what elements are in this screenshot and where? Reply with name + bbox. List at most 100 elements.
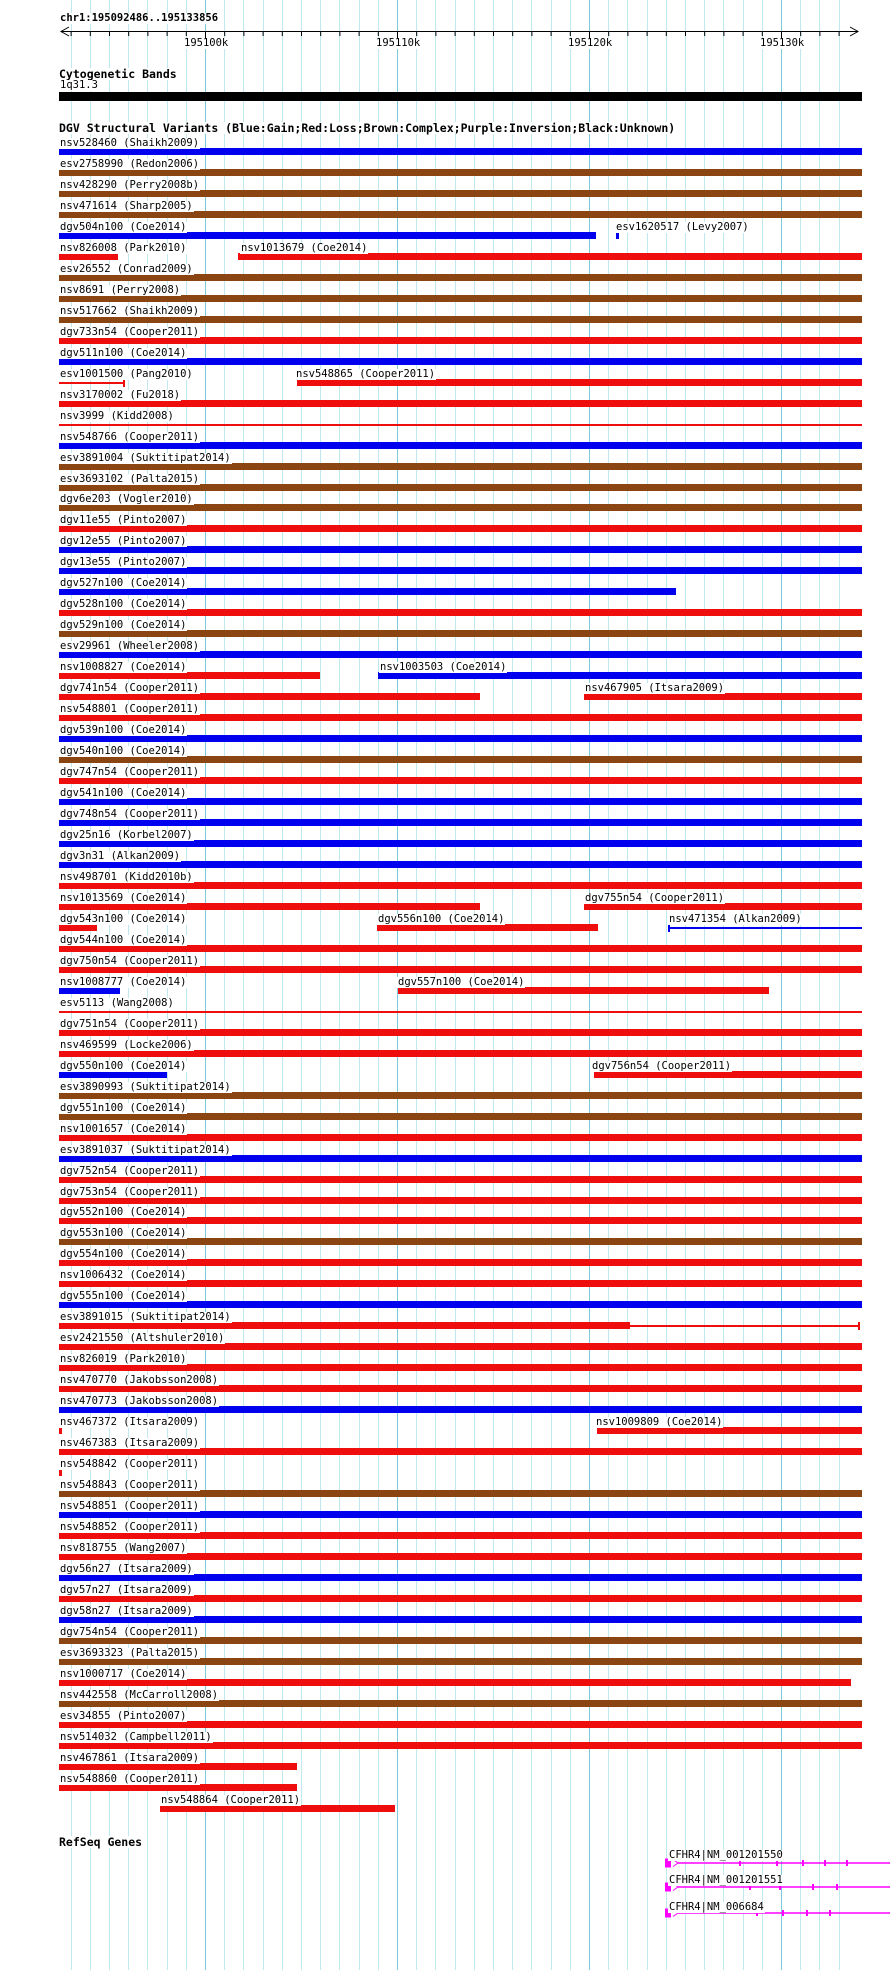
variant-bar[interactable] <box>59 1658 862 1665</box>
variant-label[interactable]: nsv442558 (McCarroll2008) <box>59 1689 220 1701</box>
variant-label[interactable]: nsv548851 (Cooper2011) <box>59 1500 201 1512</box>
variant-label[interactable]: nsv818755 (Wang2007) <box>59 1542 188 1554</box>
variant-label[interactable]: dgv12e55 (Pinto2007) <box>59 535 188 547</box>
variant-label[interactable]: nsv467861 (Itsara2009) <box>59 1752 201 1764</box>
variant-label[interactable]: nsv548852 (Cooper2011) <box>59 1521 201 1533</box>
variant-label[interactable]: nsv548801 (Cooper2011) <box>59 703 201 715</box>
variant-label[interactable]: nsv467905 (Itsara2009) <box>584 682 726 694</box>
variant-label[interactable]: nsv498701 (Kidd2010b) <box>59 871 194 883</box>
variant-label[interactable]: dgv6e203 (Vogler2010) <box>59 493 194 505</box>
variant-bar[interactable] <box>59 882 862 889</box>
variant-label[interactable]: dgv3n31 (Alkan2009) <box>59 850 182 862</box>
variant-bar[interactable] <box>59 1406 862 1413</box>
gene-box[interactable] <box>665 1858 671 1868</box>
variant-label[interactable]: nsv3170002 (Fu2018) <box>59 389 182 401</box>
gene-label[interactable]: CFHR4|NM_001201550 <box>668 1849 784 1861</box>
variant-bar[interactable] <box>584 903 862 910</box>
variant-bar[interactable] <box>59 525 862 532</box>
variant-mark[interactable] <box>616 231 619 239</box>
variant-label[interactable]: nsv826019 (Park2010) <box>59 1353 188 1365</box>
variant-bar[interactable] <box>297 379 862 386</box>
variant-bar[interactable] <box>398 987 769 994</box>
variant-label[interactable]: nsv517662 (Shaikh2009) <box>59 305 201 317</box>
variant-label[interactable]: nsv1003503 (Coe2014) <box>379 661 508 673</box>
variant-bar[interactable] <box>59 1385 862 1392</box>
variant-bar[interactable] <box>584 693 862 700</box>
variant-label[interactable]: esv34855 (Pinto2007) <box>59 1710 188 1722</box>
variant-label[interactable]: nsv528460 (Shaikh2009) <box>59 137 201 149</box>
variant-label[interactable]: esv29961 (Wheeler2008) <box>59 640 201 652</box>
variant-bar[interactable] <box>59 798 862 805</box>
variant-bar[interactable] <box>59 1029 862 1036</box>
variant-label[interactable]: nsv3999 (Kidd2008) <box>59 410 175 422</box>
variant-label[interactable]: dgv527n100 (Coe2014) <box>59 577 188 589</box>
gene-box[interactable] <box>665 1882 671 1892</box>
variant-label[interactable]: esv3693323 (Palta2015) <box>59 1647 201 1659</box>
variant-bar[interactable] <box>59 693 480 700</box>
variant-bar[interactable] <box>59 945 862 952</box>
variant-bar[interactable] <box>59 651 862 658</box>
variant-label[interactable]: nsv1006432 (Coe2014) <box>59 1269 188 1281</box>
variant-label[interactable]: dgv556n100 (Coe2014) <box>377 913 506 925</box>
variant-label[interactable]: esv3891004 (Suktitipat2014) <box>59 452 232 464</box>
variant-label[interactable]: dgv528n100 (Coe2014) <box>59 598 188 610</box>
variant-label[interactable]: dgv504n100 (Coe2014) <box>59 221 188 233</box>
variant-label[interactable]: esv3693102 (Palta2015) <box>59 473 201 485</box>
variant-bar[interactable] <box>59 442 862 449</box>
variant-bar[interactable] <box>59 1259 862 1266</box>
variant-bar[interactable] <box>59 1176 862 1183</box>
variant-label[interactable]: dgv750n54 (Cooper2011) <box>59 955 201 967</box>
variant-label[interactable]: esv3890993 (Suktitipat2014) <box>59 1081 232 1093</box>
variant-bar[interactable] <box>59 567 862 574</box>
variant-bar[interactable] <box>59 840 862 847</box>
variant-bar[interactable] <box>59 253 118 260</box>
variant-label[interactable]: nsv469599 (Locke2006) <box>59 1039 194 1051</box>
gene-box[interactable] <box>665 1908 671 1918</box>
variant-label[interactable]: dgv543n100 (Coe2014) <box>59 913 188 925</box>
variant-bar[interactable] <box>59 1595 862 1602</box>
variant-label[interactable]: esv2421550 (Altshuler2010) <box>59 1332 226 1344</box>
gene-structure[interactable] <box>660 1879 890 1895</box>
variant-label[interactable]: dgv748n54 (Cooper2011) <box>59 808 201 820</box>
variant-mark[interactable] <box>59 1426 62 1434</box>
variant-bar[interactable] <box>59 358 862 365</box>
variant-label[interactable]: dgv13e55 (Pinto2007) <box>59 556 188 568</box>
variant-label[interactable]: nsv1000717 (Coe2014) <box>59 1668 188 1680</box>
variant-label[interactable]: dgv553n100 (Coe2014) <box>59 1227 188 1239</box>
variant-label[interactable]: esv2758990 (Redon2006) <box>59 158 201 170</box>
variant-label[interactable]: nsv471354 (Alkan2009) <box>668 913 803 925</box>
variant-bar[interactable] <box>59 1113 862 1120</box>
variant-bar[interactable] <box>59 756 862 763</box>
variant-bar[interactable] <box>377 924 598 931</box>
variant-bar[interactable] <box>59 169 862 176</box>
variant-bar[interactable] <box>59 1134 862 1141</box>
variant-bar[interactable] <box>59 546 862 553</box>
variant-bar[interactable] <box>59 1364 862 1371</box>
variant-label[interactable]: nsv470773 (Jakobsson2008) <box>59 1395 220 1407</box>
variant-bar[interactable] <box>59 1742 862 1749</box>
variant-label[interactable]: dgv755n54 (Cooper2011) <box>584 892 726 904</box>
variant-bar[interactable] <box>59 1071 167 1078</box>
variant-bar[interactable] <box>59 1197 862 1204</box>
variant-mark[interactable] <box>59 1468 62 1476</box>
variant-label[interactable]: esv26552 (Conrad2009) <box>59 263 194 275</box>
variant-label[interactable]: nsv548766 (Cooper2011) <box>59 431 201 443</box>
variant-label[interactable]: nsv1009809 (Coe2014) <box>595 1416 724 1428</box>
variant-line[interactable] <box>59 1011 862 1013</box>
variant-bar[interactable] <box>59 1238 862 1245</box>
variant-bar[interactable] <box>59 1721 862 1728</box>
variant-bar[interactable] <box>59 232 596 239</box>
variant-label[interactable]: dgv539n100 (Coe2014) <box>59 724 188 736</box>
variant-label[interactable]: nsv548842 (Cooper2011) <box>59 1458 201 1470</box>
variant-bar[interactable] <box>59 1616 862 1623</box>
variant-label[interactable]: dgv554n100 (Coe2014) <box>59 1248 188 1260</box>
variant-label[interactable]: nsv514032 (Campbell2011) <box>59 1731 213 1743</box>
gene-structure[interactable] <box>660 1905 890 1921</box>
variant-bar[interactable] <box>59 924 97 931</box>
variant-label[interactable]: dgv511n100 (Coe2014) <box>59 347 188 359</box>
variant-label[interactable]: esv1001500 (Pang2010) <box>59 368 194 380</box>
variant-label[interactable]: dgv56n27 (Itsara2009) <box>59 1563 194 1575</box>
variant-bar[interactable] <box>59 400 862 407</box>
variant-bar[interactable] <box>59 819 862 826</box>
variant-bar[interactable] <box>59 1574 862 1581</box>
